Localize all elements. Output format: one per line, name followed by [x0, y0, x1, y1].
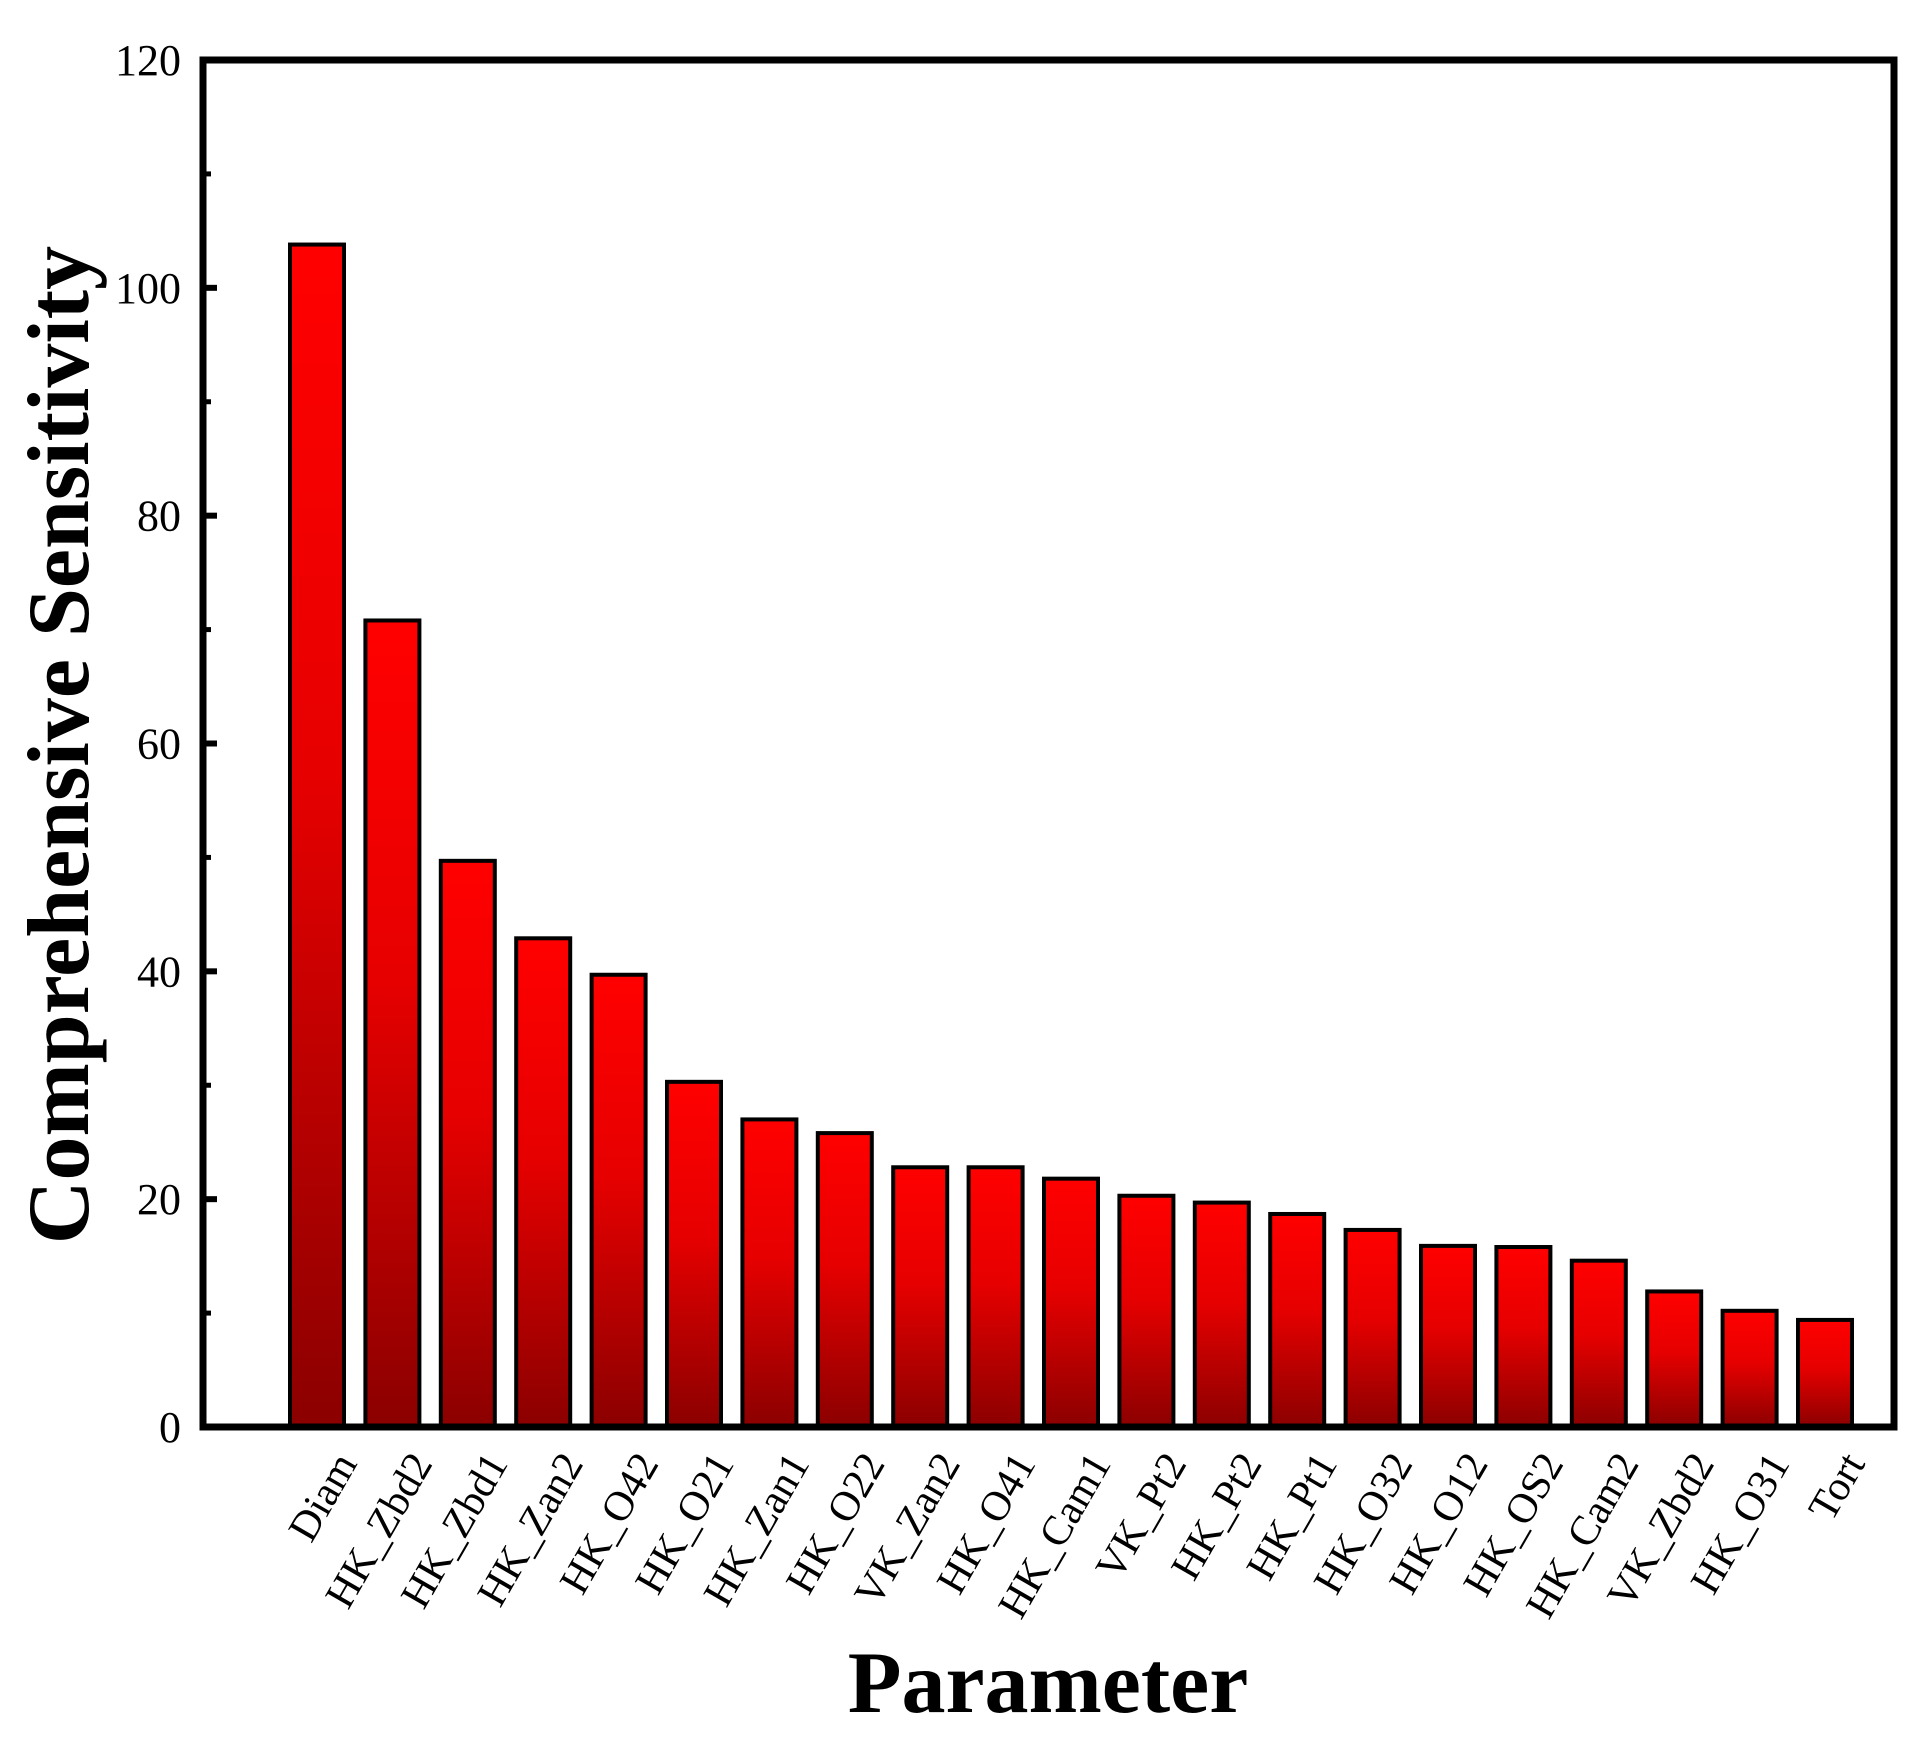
- bar-HK_Cam1: [1042, 1176, 1100, 1429]
- y-tick-label: 20: [137, 1175, 181, 1224]
- bar-Diam: [288, 242, 346, 1429]
- bar-HK_Zbd2: [363, 618, 422, 1429]
- bar-HK_O12: [1419, 1243, 1477, 1430]
- y-axis: 0 20 40 60 80 100 120: [115, 36, 217, 1452]
- bar-HK_O32: [1343, 1227, 1402, 1430]
- y-axis-title: Comprehensive Sensitivity: [11, 246, 108, 1244]
- bar-HK_O42: [589, 972, 648, 1430]
- bar-HK_O31: [1720, 1308, 1779, 1430]
- bar-VK_Zan2: [891, 1165, 950, 1430]
- y-tick-label: 120: [115, 36, 181, 85]
- bar-HK_Pt1: [1268, 1211, 1327, 1429]
- bar-VK_Pt2: [1117, 1193, 1176, 1429]
- y-tick-label: 80: [137, 492, 181, 541]
- x-axis: DiamHK_Zbd2HK_Zbd1HK_Zan2HK_O42HK_O21HK_…: [280, 1445, 1875, 1626]
- bar-HK_Zan2: [514, 936, 573, 1429]
- y-tick-label: 40: [137, 947, 181, 996]
- bar-HK_O21: [665, 1079, 723, 1430]
- bar-HK_OS2: [1494, 1245, 1553, 1430]
- bar-HK_Zan1: [740, 1117, 799, 1430]
- y-tick-label: 0: [159, 1403, 181, 1452]
- x-axis-title: Parameter: [848, 1635, 1249, 1732]
- bars-layer: [288, 242, 1854, 1430]
- bar-HK_Cam2: [1569, 1258, 1628, 1429]
- y-tick-label: 60: [137, 720, 181, 769]
- bar-HK_Pt2: [1192, 1200, 1251, 1429]
- bar-HK_O41: [966, 1165, 1025, 1430]
- bar-Tort: [1796, 1317, 1854, 1429]
- bar-VK_Zbd2: [1645, 1289, 1704, 1430]
- bar-HK_O22: [815, 1131, 874, 1429]
- y-tick-label: 100: [115, 264, 181, 313]
- x-tick-label: Tort: [1800, 1445, 1875, 1528]
- bar-HK_Zbd1: [438, 858, 497, 1429]
